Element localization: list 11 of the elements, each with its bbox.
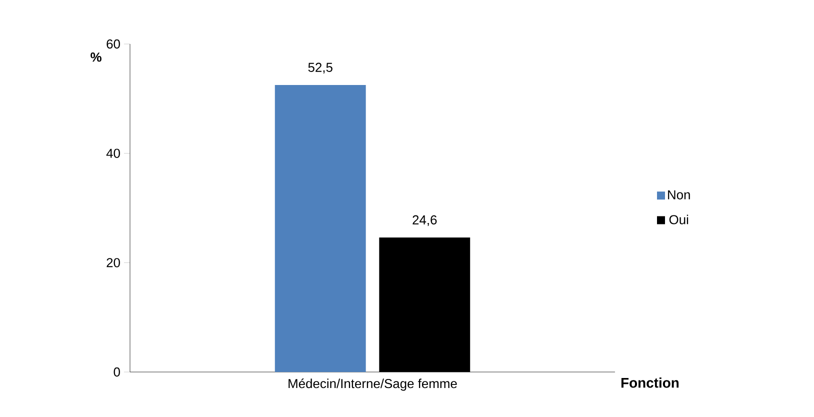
x-axis-title: Fonction <box>621 378 679 388</box>
y-tick-label: 0 <box>114 367 120 377</box>
legend-label: Non <box>668 190 690 200</box>
y-tick-label: 20 <box>106 258 120 268</box>
data-label: 24,6 <box>412 215 437 226</box>
y-tick-label: 40 <box>106 148 120 158</box>
legend-label: Oui <box>669 214 688 224</box>
data-label: 52,5 <box>308 62 332 74</box>
x-tick-label: Médecin/Interne/Sage femme <box>288 378 457 391</box>
y-tick-label: 60 <box>106 39 120 49</box>
y-axis-title: % <box>90 52 102 62</box>
